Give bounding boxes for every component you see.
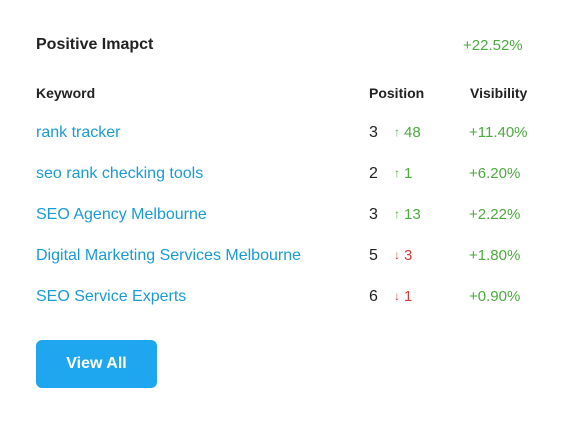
keyword-link[interactable]: seo rank checking tools <box>36 165 204 182</box>
position-change: ↓ 3 <box>394 247 412 264</box>
position-change-value: 48 <box>404 124 421 141</box>
position-change-value: 1 <box>404 288 413 305</box>
visibility-value: +6.20% <box>469 165 521 182</box>
position-change: ↑ 13 <box>394 206 421 223</box>
keyword-link[interactable]: SEO Agency Melbourne <box>36 206 207 223</box>
position-value: 6 <box>369 288 378 305</box>
position-value: 2 <box>369 165 378 182</box>
column-header-visibility: Visibility <box>470 85 528 101</box>
keyword-link[interactable]: rank tracker <box>36 124 121 141</box>
table-row: Digital Marketing Services Melbourne 5 ↓… <box>0 247 574 271</box>
visibility-value: +0.90% <box>469 288 521 305</box>
visibility-value: +1.80% <box>469 247 521 264</box>
position-change-value: 1 <box>404 165 413 182</box>
arrow-up-icon: ↑ <box>394 125 400 139</box>
position-value: 5 <box>369 247 378 264</box>
position-value: 3 <box>369 206 378 223</box>
arrow-down-icon: ↓ <box>394 248 400 262</box>
column-header-position: Position <box>369 85 425 101</box>
position-change-value: 3 <box>404 247 413 264</box>
table-row: seo rank checking tools 2 ↑ 1 +6.20% <box>0 165 574 189</box>
table-row: SEO Service Experts 6 ↓ 1 +0.90% <box>0 288 574 312</box>
view-all-button[interactable]: View All <box>36 340 157 388</box>
table-row: rank tracker 3 ↑ 48 +11.40% <box>0 124 574 148</box>
arrow-up-icon: ↑ <box>394 207 400 221</box>
card-title: Positive Imapct <box>36 36 154 53</box>
table-row: SEO Agency Melbourne 3 ↑ 13 +2.22% <box>0 206 574 230</box>
position-change: ↑ 48 <box>394 124 421 141</box>
arrow-down-icon: ↓ <box>394 289 400 303</box>
arrow-up-icon: ↑ <box>394 166 400 180</box>
total-visibility-change: +22.52% <box>463 37 523 54</box>
position-change: ↓ 1 <box>394 288 412 305</box>
visibility-value: +11.40% <box>469 124 528 141</box>
keyword-link[interactable]: SEO Service Experts <box>36 288 187 305</box>
visibility-value: +2.22% <box>469 206 521 223</box>
position-change-value: 13 <box>404 206 421 223</box>
column-header-keyword: Keyword <box>36 85 96 101</box>
position-change: ↑ 1 <box>394 165 412 182</box>
keyword-link[interactable]: Digital Marketing Services Melbourne <box>36 247 301 264</box>
position-value: 3 <box>369 124 378 141</box>
